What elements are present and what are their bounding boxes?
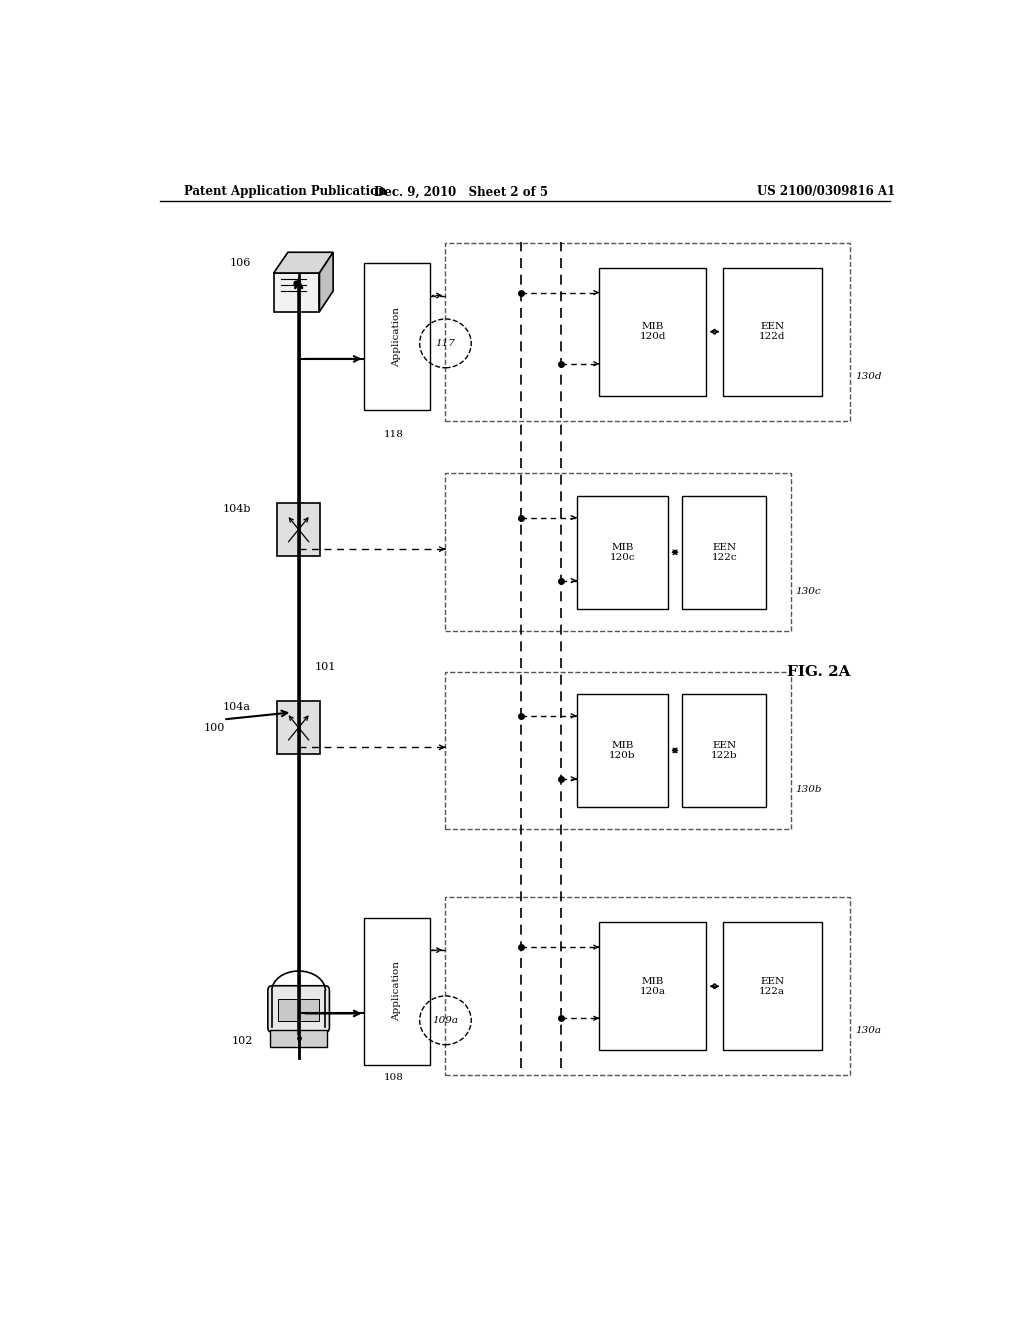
FancyBboxPatch shape (723, 268, 822, 396)
Text: 101: 101 (314, 661, 336, 672)
FancyBboxPatch shape (365, 917, 430, 1065)
Text: 102: 102 (232, 1036, 253, 1045)
Text: EEN
122d: EEN 122d (759, 322, 785, 342)
Text: 104b: 104b (222, 504, 251, 513)
Text: Patent Application Publication: Patent Application Publication (183, 185, 386, 198)
Text: 130d: 130d (855, 372, 882, 380)
FancyBboxPatch shape (599, 268, 707, 396)
FancyBboxPatch shape (723, 923, 822, 1051)
FancyBboxPatch shape (278, 999, 319, 1020)
FancyBboxPatch shape (365, 263, 430, 411)
Text: Application: Application (392, 306, 401, 367)
Text: 100: 100 (204, 722, 224, 733)
Text: 118: 118 (384, 430, 403, 440)
FancyBboxPatch shape (577, 495, 668, 609)
Text: FIG. 2A: FIG. 2A (786, 665, 850, 678)
FancyBboxPatch shape (682, 694, 767, 807)
Text: 106: 106 (229, 259, 251, 268)
Polygon shape (319, 252, 333, 312)
Text: MIB
120a: MIB 120a (640, 977, 666, 997)
Text: EEN
122a: EEN 122a (759, 977, 785, 997)
Text: 109a: 109a (432, 1016, 459, 1024)
Text: EEN
122b: EEN 122b (711, 741, 737, 760)
Text: EEN
122c: EEN 122c (712, 543, 737, 562)
FancyBboxPatch shape (445, 672, 791, 829)
FancyBboxPatch shape (577, 694, 668, 807)
FancyBboxPatch shape (276, 503, 321, 556)
FancyBboxPatch shape (270, 1031, 327, 1047)
FancyBboxPatch shape (276, 701, 321, 755)
Text: US 2100/0309816 A1: US 2100/0309816 A1 (758, 185, 895, 198)
FancyBboxPatch shape (445, 474, 791, 631)
Text: MIB
120b: MIB 120b (609, 741, 636, 760)
Text: 130b: 130b (796, 785, 822, 795)
FancyBboxPatch shape (445, 243, 850, 421)
FancyBboxPatch shape (445, 898, 850, 1076)
Text: Dec. 9, 2010   Sheet 2 of 5: Dec. 9, 2010 Sheet 2 of 5 (375, 185, 548, 198)
Text: 117: 117 (435, 339, 456, 348)
Text: 130a: 130a (855, 1026, 881, 1035)
Text: 104a: 104a (223, 702, 251, 713)
FancyBboxPatch shape (599, 923, 707, 1051)
Polygon shape (273, 252, 333, 273)
Text: MIB
120c: MIB 120c (609, 543, 635, 562)
Text: 130c: 130c (796, 587, 821, 597)
Text: MIB
120d: MIB 120d (640, 322, 667, 342)
FancyBboxPatch shape (682, 495, 767, 609)
Polygon shape (273, 273, 319, 312)
Text: 108: 108 (384, 1073, 403, 1081)
Text: Application: Application (392, 961, 401, 1022)
FancyBboxPatch shape (268, 986, 330, 1032)
